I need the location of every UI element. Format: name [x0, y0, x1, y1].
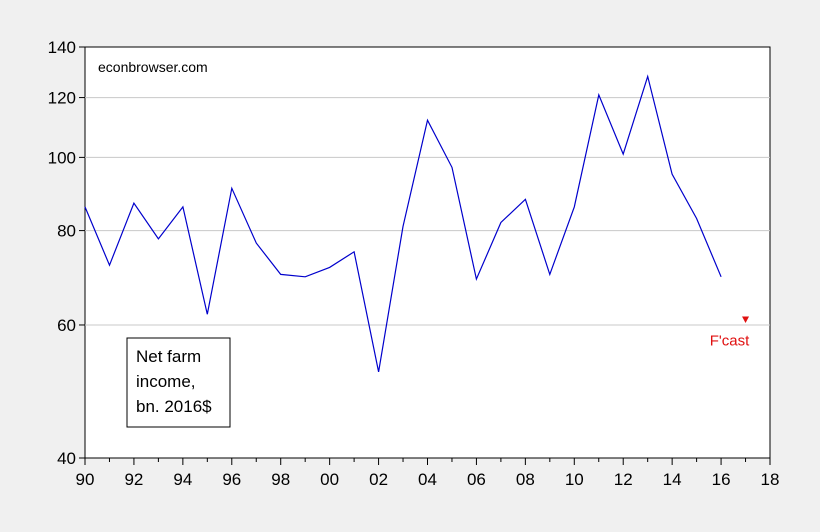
x-tick-label: 14: [663, 470, 682, 489]
y-tick-label: 60: [57, 316, 76, 335]
x-tick-label: 12: [614, 470, 633, 489]
forecast-group: F'cast: [710, 316, 750, 350]
x-tick-label: 08: [516, 470, 535, 489]
grid-lines: [85, 97, 770, 326]
y-tick-label: 80: [57, 222, 76, 241]
forecast-label: F'cast: [710, 333, 750, 350]
x-tick-label: 16: [712, 470, 731, 489]
y-tick-label: 40: [57, 449, 76, 468]
watermark: econbrowser.com: [98, 59, 208, 75]
legend-border: [126, 337, 231, 428]
series-line: [84, 74, 722, 373]
x-tick-label: 18: [761, 470, 780, 489]
x-tick-label: 96: [222, 470, 241, 489]
y-tick-label: 100: [48, 148, 76, 167]
forecast-marker: [742, 316, 750, 324]
annotation-line-2: income,: [136, 372, 196, 391]
x-axis: 90 92 94 96 98 00 02 04 06 08 10 12 14 16 18: [76, 458, 780, 489]
x-tick-label: 98: [271, 470, 290, 489]
x-tick-label: 10: [565, 470, 584, 489]
x-tick-label: 02: [369, 470, 388, 489]
x-tick-label: 04: [418, 470, 437, 489]
annotation-line-1: Net farm: [136, 347, 201, 366]
annotation-line-3: bn. 2016$: [136, 397, 212, 416]
x-tick-label: 94: [173, 470, 192, 489]
y-tick-label: 140: [48, 38, 76, 57]
x-tick-label: 00: [320, 470, 339, 489]
series-group: [84, 74, 722, 373]
y-tick-label: 120: [48, 89, 76, 108]
legend-box: Net farm income, bn. 2016$: [126, 337, 231, 428]
y-axis: 40 60 80 100 120 140: [48, 38, 85, 468]
x-tick-label: 92: [124, 470, 143, 489]
x-tick-label: 90: [76, 470, 95, 489]
x-tick-label: 06: [467, 470, 486, 489]
